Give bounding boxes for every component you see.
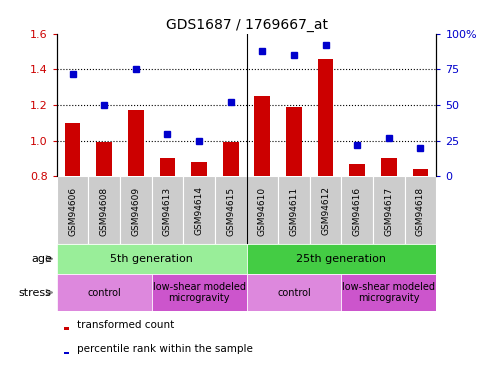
Text: GSM94617: GSM94617	[385, 186, 393, 236]
Text: GSM94611: GSM94611	[289, 186, 298, 236]
Bar	[57, 244, 246, 274]
Bar	[373, 176, 405, 244]
Bar	[57, 176, 88, 244]
Bar	[160, 158, 176, 176]
Bar	[128, 110, 143, 176]
Bar	[152, 274, 246, 311]
Bar	[65, 123, 80, 176]
Bar	[405, 176, 436, 244]
Text: control: control	[277, 288, 311, 297]
Text: 5th generation: 5th generation	[110, 254, 193, 264]
Text: stress: stress	[19, 288, 52, 297]
Bar	[96, 142, 112, 176]
Bar	[350, 164, 365, 176]
Text: GSM94609: GSM94609	[131, 186, 141, 236]
Bar	[64, 327, 70, 330]
Text: GSM94612: GSM94612	[321, 186, 330, 236]
Bar	[381, 158, 397, 176]
Text: GSM94613: GSM94613	[163, 186, 172, 236]
Bar	[413, 169, 428, 176]
Bar	[120, 176, 152, 244]
Text: low-shear modeled
microgravity: low-shear modeled microgravity	[152, 282, 246, 303]
Text: GSM94614: GSM94614	[195, 186, 204, 236]
Bar	[278, 176, 310, 244]
Bar	[57, 274, 152, 311]
Text: GSM94610: GSM94610	[258, 186, 267, 236]
Bar	[341, 274, 436, 311]
Bar	[310, 176, 341, 244]
Bar	[246, 244, 436, 274]
Bar	[88, 176, 120, 244]
Bar	[223, 142, 239, 176]
Text: 25th generation: 25th generation	[296, 254, 387, 264]
Bar	[64, 352, 70, 354]
Text: GSM94606: GSM94606	[68, 186, 77, 236]
Text: transformed count: transformed count	[77, 320, 175, 330]
Bar	[246, 274, 341, 311]
Text: low-shear modeled
microgravity: low-shear modeled microgravity	[342, 282, 435, 303]
Text: GSM94616: GSM94616	[352, 186, 362, 236]
Text: age: age	[31, 254, 52, 264]
Text: GSM94618: GSM94618	[416, 186, 425, 236]
Bar	[317, 59, 333, 176]
Bar	[286, 107, 302, 176]
Bar	[341, 176, 373, 244]
Bar	[183, 176, 215, 244]
Bar	[191, 162, 207, 176]
Text: GSM94608: GSM94608	[100, 186, 108, 236]
Text: percentile rank within the sample: percentile rank within the sample	[77, 344, 253, 354]
Bar	[246, 176, 278, 244]
Text: GDS1687 / 1769667_at: GDS1687 / 1769667_at	[166, 18, 327, 32]
Text: control: control	[87, 288, 121, 297]
Bar	[215, 176, 246, 244]
Bar	[254, 96, 270, 176]
Text: GSM94615: GSM94615	[226, 186, 235, 236]
Bar	[152, 176, 183, 244]
